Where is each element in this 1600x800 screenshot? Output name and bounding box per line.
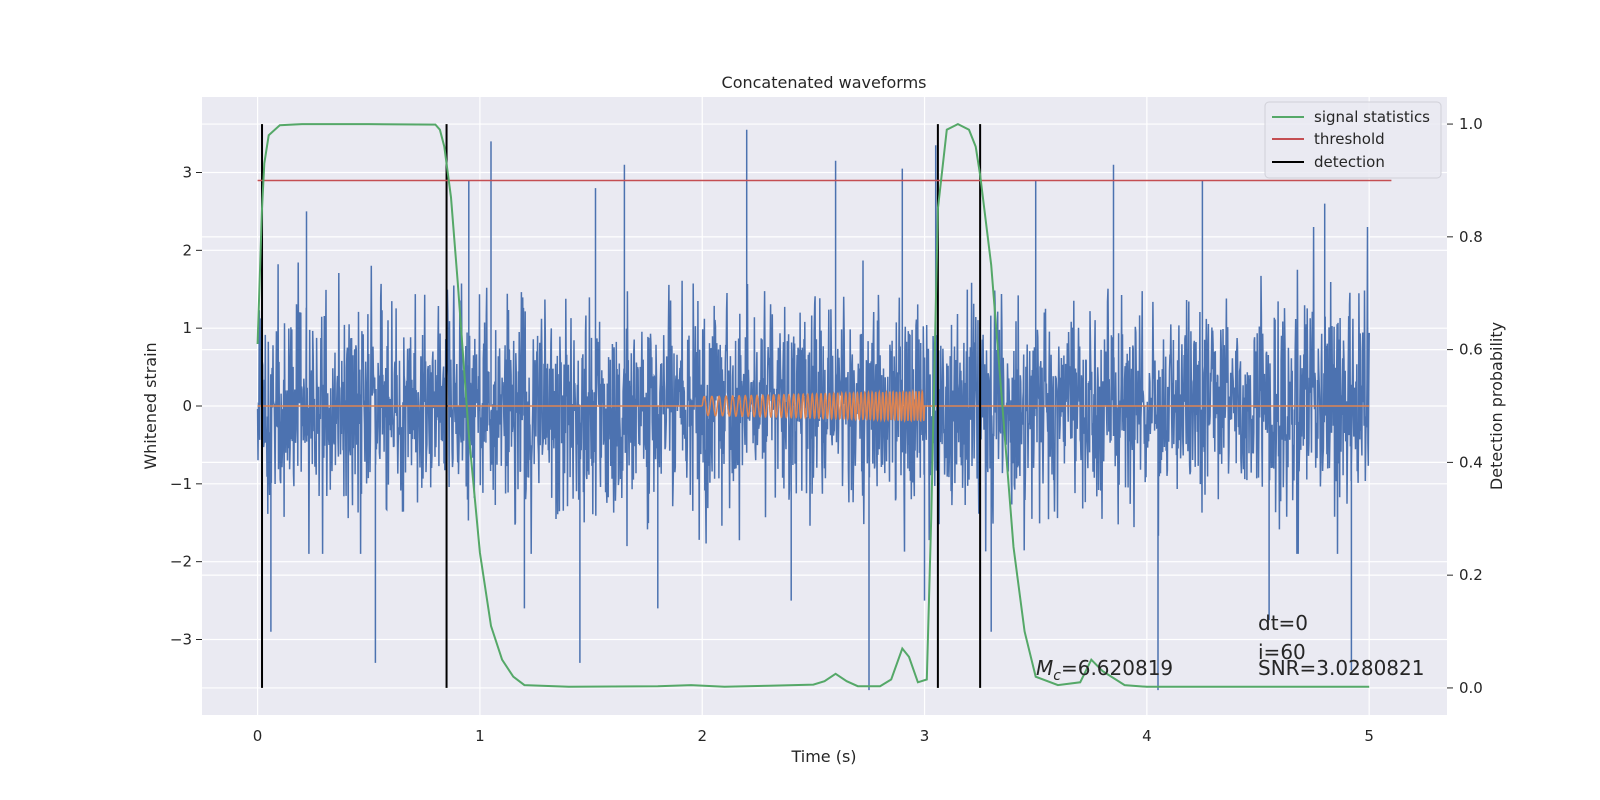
y2-tick-label: 1.0: [1459, 115, 1483, 133]
chirp-mass-symbol: M: [1036, 656, 1053, 680]
y2-axis-ticks: 0.0 0.2 0.4 0.6 0.8 1.0: [1447, 115, 1483, 697]
x-tick-label: 0: [253, 727, 263, 745]
x-tick-label: 2: [697, 727, 707, 745]
y-tick-label: −1: [170, 475, 192, 493]
chart-title: Concatenated waveforms: [722, 73, 927, 92]
legend-label-signal-statistics: signal statistics: [1314, 108, 1430, 126]
signal-statistics-line: [256, 122, 1370, 688]
legend-label-detection: detection: [1314, 153, 1385, 171]
dt-annotation: dt=0: [1258, 611, 1308, 635]
y2-tick-label: 0.6: [1459, 341, 1483, 359]
y2-tick-label: 0.0: [1459, 679, 1483, 697]
snr-annotation: SNR=3.0280821: [1258, 656, 1424, 680]
y2-tick-label: 0.8: [1459, 228, 1483, 246]
y-tick-label: 3: [182, 163, 192, 181]
y-tick-label: 1: [182, 319, 192, 337]
y-tick-label: 0: [182, 397, 192, 415]
legend-label-threshold: threshold: [1314, 130, 1385, 148]
index-annotation: i=60: [1258, 640, 1306, 664]
x-axis-ticks: 0 1 2 3 4 5: [253, 727, 1374, 745]
y2-tick-label: 0.4: [1459, 453, 1483, 471]
x-axis-label: Time (s): [790, 747, 856, 766]
x-tick-label: 3: [920, 727, 930, 745]
chirp-mass-subscript: c: [1053, 668, 1061, 684]
y-tick-label: −3: [170, 631, 192, 649]
y-axis-label: Whitened strain: [141, 342, 160, 469]
y-tick-label: 2: [182, 241, 192, 259]
x-tick-label: 4: [1142, 727, 1152, 745]
y-tick-label: −2: [170, 553, 192, 571]
legend: signal statistics threshold detection: [1264, 101, 1442, 179]
chirp-mass-annotation: Mc=6.620819: [1036, 656, 1173, 684]
chirp-mass-value: =6.620819: [1061, 656, 1173, 680]
template-series-line: [257, 388, 1370, 423]
x-tick-label: 5: [1364, 727, 1374, 745]
y-axis-ticks: −3 −2 −1 0 1 2 3: [170, 163, 202, 649]
y2-tick-label: 0.2: [1459, 566, 1483, 584]
y2-axis-label: Detection probability: [1487, 322, 1506, 490]
legend-box: [1264, 101, 1442, 179]
x-tick-label: 1: [475, 727, 485, 745]
